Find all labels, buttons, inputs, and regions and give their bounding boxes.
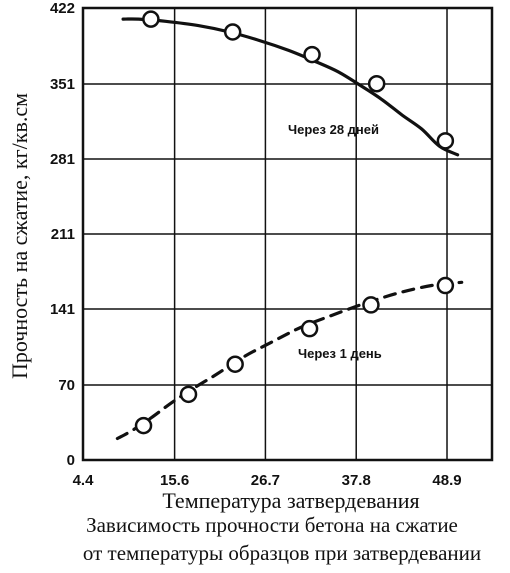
series-line-2 <box>115 280 464 441</box>
y-tick-label: 70 <box>58 377 75 394</box>
caption-line-2: от температуры образцов при затвердевани… <box>83 541 481 565</box>
x-tick-label: 37.8 <box>342 472 371 489</box>
y-axis-title: Прочность на сжатие, кг/кв.см <box>7 93 32 379</box>
x-axis-ticks: 4.4 15.6 26.7 37.8 48.9 <box>73 472 462 489</box>
series-2-point <box>436 276 455 295</box>
series-2-point <box>226 355 244 373</box>
plot-frame <box>81 6 494 462</box>
chart-axes <box>81 6 494 462</box>
y-tick-label: 422 <box>50 0 75 17</box>
series-label-1-day: Через 1 день <box>298 346 382 361</box>
y-tick-label: 0 <box>67 452 75 469</box>
series-1-point <box>436 132 455 150</box>
series-lines <box>115 17 464 441</box>
series-label-28-days: Через 28 дней <box>288 122 379 137</box>
x-tick-label: 15.6 <box>160 472 189 489</box>
x-tick-label: 48.9 <box>432 472 461 489</box>
series-2-point <box>179 385 198 404</box>
series-2-point <box>134 416 153 435</box>
y-tick-label: 281 <box>50 151 75 168</box>
series-1-point <box>303 45 321 64</box>
y-axis-ticks: 0 70 141 211 281 351 422 <box>50 0 75 469</box>
series-2-point <box>362 296 380 314</box>
x-tick-label: 26.7 <box>251 472 280 489</box>
y-tick-label: 351 <box>50 76 75 93</box>
x-tick-label: 4.4 <box>73 472 95 489</box>
y-tick-label: 211 <box>51 226 75 243</box>
y-tick-label: 141 <box>50 301 75 318</box>
series-1-point <box>142 10 160 28</box>
series-1-point <box>367 74 386 93</box>
chart-grid <box>83 8 492 460</box>
x-axis-title: Температура затвердевания <box>162 488 419 513</box>
caption-line-1: Зависимость прочности бетона на сжатие <box>86 513 458 537</box>
series-points <box>134 10 455 435</box>
series-2-point <box>300 319 319 338</box>
series-1-point <box>223 23 242 41</box>
